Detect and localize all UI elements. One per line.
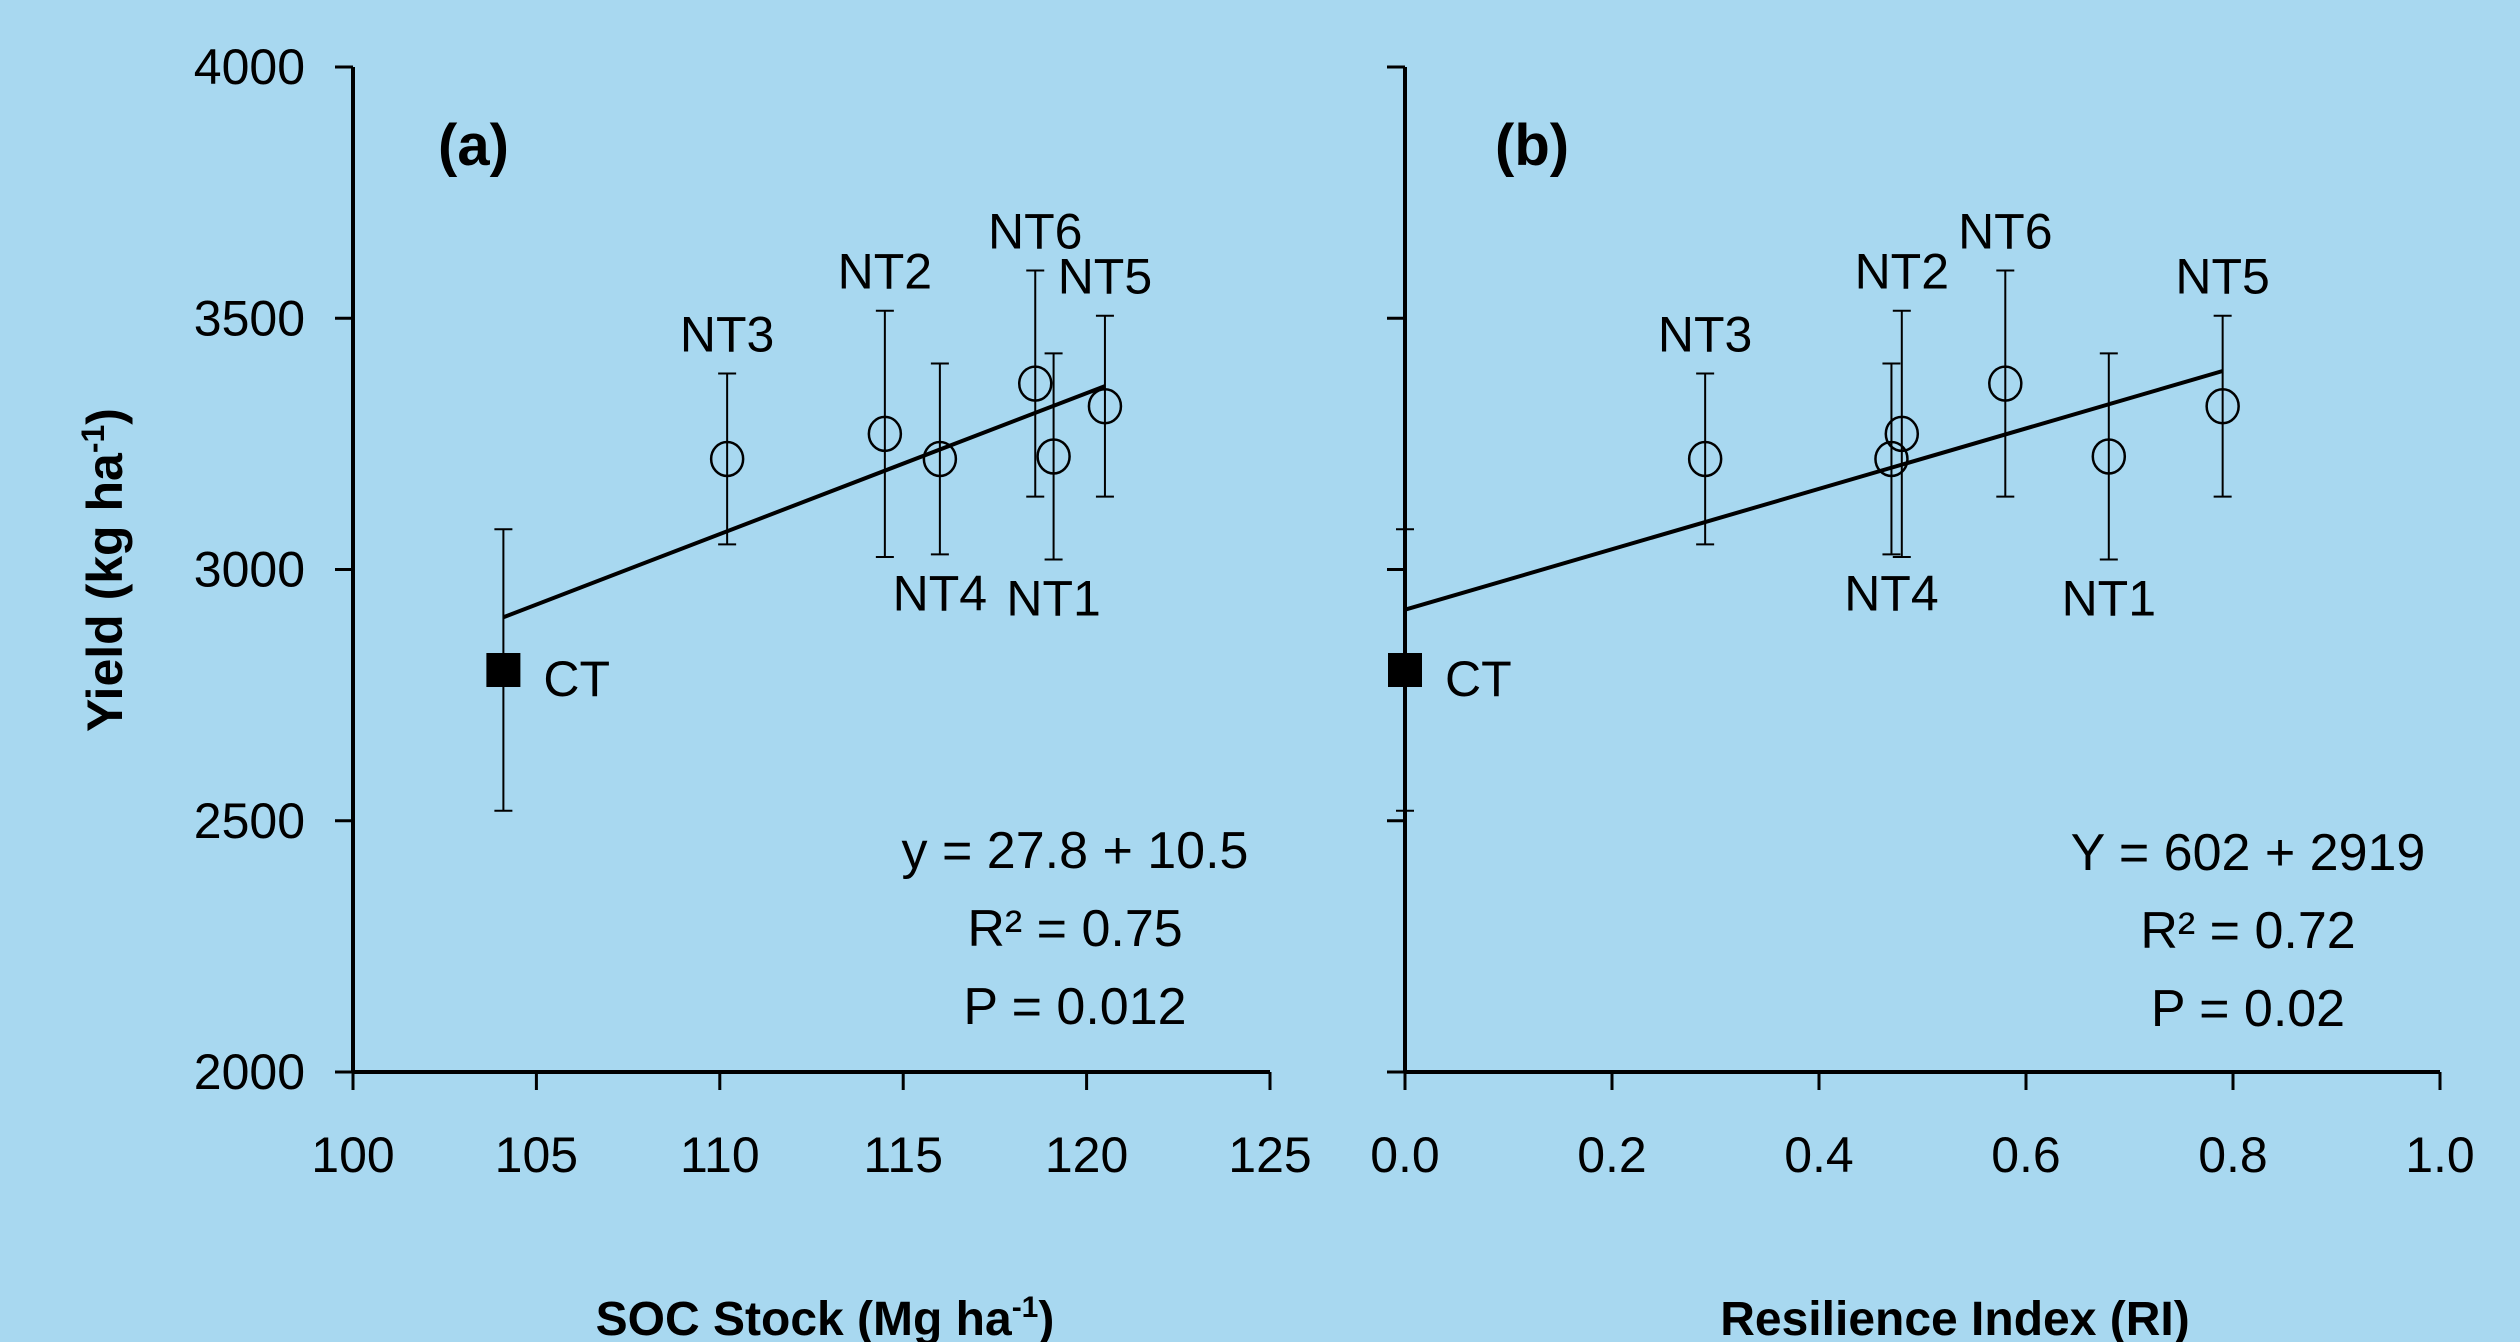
- data-point-square: [486, 653, 521, 687]
- data-point-label: NT5: [1058, 249, 1152, 305]
- data-point-circle: [1017, 365, 1053, 402]
- x-tick-label: 0.0: [1370, 1127, 1440, 1183]
- panel-tag: (b): [1495, 113, 1569, 178]
- x-tick-label: 120: [1045, 1127, 1128, 1183]
- x-tick-label: 0.6: [1991, 1127, 2061, 1183]
- data-point-label: NT1: [1006, 570, 1100, 626]
- x-tick-label: 0.8: [2198, 1127, 2268, 1183]
- y-tick-label: 2000: [194, 1044, 305, 1100]
- data-point-label: NT5: [2175, 249, 2269, 305]
- data-point-label: NT2: [1855, 244, 1949, 300]
- data-point-circle: [1874, 440, 1909, 478]
- data-point-label: NT3: [1658, 307, 1752, 363]
- panel-b: 0.0 0.2 0.4 0.6 0.8 1.0 Resilience Index (RI) (…: [1370, 65, 2475, 1342]
- x-tick-label: 0.4: [1784, 1127, 1854, 1183]
- y-tick-label: 3000: [194, 542, 305, 598]
- data-point-circle: [922, 440, 958, 478]
- data-point-circle: [1087, 387, 1123, 425]
- data-point-circle: [1687, 440, 1723, 478]
- regression-annotation: R² = 0.72: [2140, 902, 2355, 960]
- x-tick-label: 0.2: [1577, 1127, 1647, 1183]
- x-tick-label: 125: [1228, 1127, 1311, 1183]
- data-point-circle: [1884, 415, 1920, 453]
- x-tick-label: 1.0: [2405, 1127, 2475, 1183]
- x-tick-label: 105: [495, 1127, 578, 1183]
- data-point-label: CT: [1445, 651, 1512, 707]
- regression-annotation: P = 0.02: [2151, 980, 2345, 1038]
- y-tick-label: 3500: [194, 290, 305, 346]
- regression-annotation: Y = 602 + 2919: [2071, 824, 2426, 882]
- data-point-label: NT1: [2062, 570, 2156, 626]
- data-point-circle: [709, 440, 745, 478]
- data-point-label: CT: [543, 651, 610, 707]
- panel-tag: (a): [438, 113, 509, 178]
- y-axis-label-sup: -1: [75, 425, 111, 453]
- data-point-label: NT3: [680, 307, 774, 363]
- data-point-label: NT2: [838, 244, 932, 300]
- y-axis-label: Yield (kg ha-1): [75, 408, 133, 732]
- x-tick-label: 115: [863, 1127, 943, 1183]
- x-axis-label: SOC Stock (Mg ha-1): [596, 1291, 1055, 1342]
- data-point-label: NT6: [1958, 204, 2052, 260]
- regression-line: [1404, 369, 2224, 612]
- data-point-circle: [1036, 438, 1071, 475]
- regression-line: [502, 384, 1106, 620]
- data-point-circle: [867, 415, 903, 453]
- x-tick-label: 110: [680, 1127, 760, 1183]
- regression-annotation: R² = 0.75: [967, 900, 1182, 958]
- x-tick-label: 100: [311, 1127, 394, 1183]
- y-axis-label-end: ): [77, 408, 133, 425]
- x-axis-label: Resilience Index (RI): [1720, 1293, 2189, 1342]
- data-point-label: NT4: [893, 565, 987, 621]
- data-point-circle: [2091, 438, 2127, 475]
- data-point-circle: [2205, 387, 2240, 425]
- y-axis-label-main: Yield (kg ha: [77, 452, 133, 732]
- regression-annotation: y = 27.8 + 10.5: [902, 822, 1249, 880]
- panel-a: 2000 2500 3000 3500 4000 100 105 110 115 120 125 SO…: [194, 39, 1312, 1342]
- y-tick-label: 4000: [194, 39, 305, 95]
- regression-annotation: P = 0.012: [963, 978, 1186, 1036]
- data-point-label: NT6: [988, 204, 1082, 260]
- data-point-label: NT4: [1844, 565, 1938, 621]
- y-tick-label: 2500: [194, 793, 305, 849]
- data-point-square: [1388, 653, 1422, 687]
- data-point-circle: [1988, 365, 2023, 402]
